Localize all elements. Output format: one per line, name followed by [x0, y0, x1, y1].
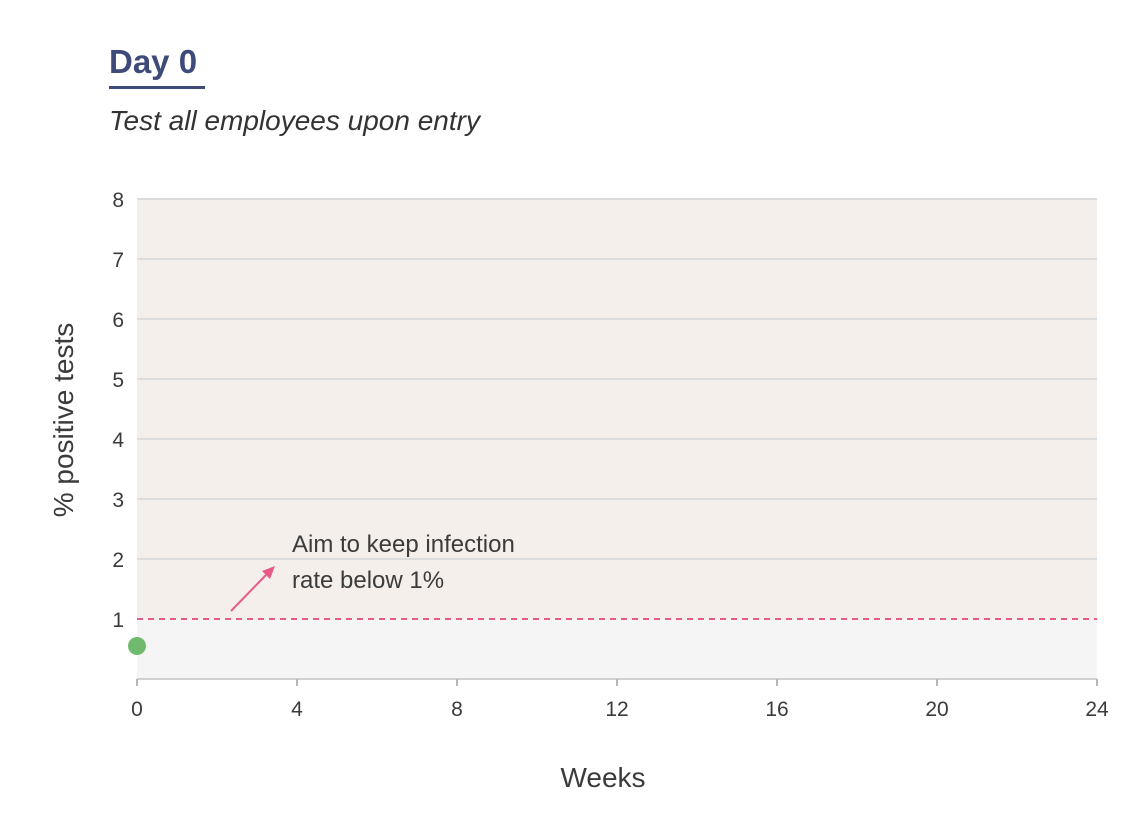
x-tick-label-0: 0: [131, 698, 143, 721]
y-axis-title: % positive tests: [48, 323, 79, 518]
data-point-0-0: [128, 637, 146, 655]
x-tick-label-24: 24: [1085, 698, 1109, 721]
plot-region-0: [137, 199, 1097, 619]
y-tick-label-2: 2: [112, 549, 124, 572]
annotation-text-line-1: Aim to keep infection: [292, 531, 515, 558]
y-tick-label-4: 4: [112, 429, 124, 452]
chart-regions: [137, 199, 1097, 679]
annotation-arrow-line: [230, 574, 267, 612]
x-tick-label-8: 8: [451, 698, 463, 721]
chart-gridlines: [137, 198, 1097, 560]
y-tick-label-3: 3: [112, 489, 124, 512]
plot-region-1: [137, 619, 1097, 679]
x-tick-label-12: 12: [605, 698, 628, 721]
y-tick-label-8: 8: [112, 189, 124, 212]
x-tick-label-16: 16: [765, 698, 788, 721]
data-points: [128, 637, 146, 655]
page-subtitle: Test all employees upon entry: [109, 105, 480, 136]
title-underline: [109, 86, 205, 89]
annotation-group: Aim to keep infection rate below 1%: [230, 531, 515, 612]
y-tick-label-5: 5: [112, 369, 124, 392]
y-tick-label-6: 6: [112, 309, 124, 332]
annotation-arrow-icon: [262, 566, 275, 579]
x-axis-title: Weeks: [560, 762, 645, 793]
page-title: Day 0: [109, 43, 198, 80]
x-axis: 0 4 8 12 16 20 24: [131, 678, 1109, 721]
x-tick-label-4: 4: [291, 698, 303, 721]
x-tick-label-20: 20: [925, 698, 948, 721]
y-tick-label-1: 1: [112, 609, 124, 632]
annotation-text-line-2: rate below 1%: [292, 567, 444, 594]
y-tick-label-7: 7: [112, 249, 124, 272]
y-axis: 1 2 3 4 5 6 7 8: [112, 189, 124, 632]
